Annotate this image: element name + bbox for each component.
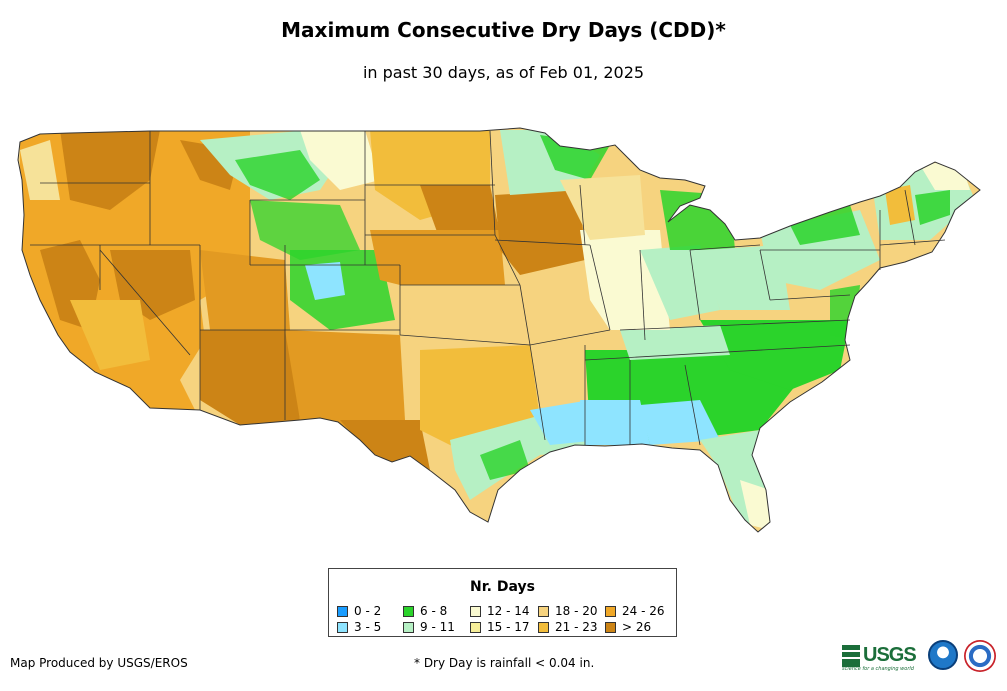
legend-label: 3 - 5 bbox=[354, 620, 382, 634]
legend-item: 18 - 20 bbox=[538, 604, 598, 618]
legend-label: 18 - 20 bbox=[555, 604, 598, 618]
legend-swatch bbox=[337, 621, 348, 633]
credit-text: Map Produced by USGS/EROS bbox=[10, 656, 188, 670]
legend-swatch bbox=[470, 621, 481, 633]
legend-item: 9 - 11 bbox=[403, 620, 455, 634]
map-title: Maximum Consecutive Dry Days (CDD)* bbox=[281, 18, 726, 42]
map-subtitle: in past 30 days, as of Feb 01, 2025 bbox=[362, 63, 645, 82]
legend: Nr. Days 0 - 2 3 - 5 6 - 8 9 - 11 12 - 1… bbox=[328, 568, 677, 637]
legend-swatch bbox=[538, 605, 549, 617]
legend-item: 3 - 5 bbox=[337, 620, 381, 634]
legend-label: 21 - 23 bbox=[555, 620, 598, 634]
legend-label: 0 - 2 bbox=[354, 604, 382, 618]
legend-item: 21 - 23 bbox=[538, 620, 598, 634]
state-boundaries bbox=[17, 127, 981, 533]
usgs-logo: USGS bbox=[842, 644, 917, 667]
footnote-text: * Dry Day is rainfall < 0.04 in. bbox=[414, 656, 595, 670]
legend-item: 24 - 26 bbox=[605, 604, 665, 618]
legend-swatch bbox=[403, 605, 414, 617]
legend-label: 6 - 8 bbox=[420, 604, 448, 618]
legend-swatch bbox=[337, 605, 348, 617]
legend-label: 9 - 11 bbox=[420, 620, 455, 634]
legend-swatch bbox=[538, 621, 549, 633]
legend-swatch bbox=[470, 605, 481, 617]
agency-logos: USGS science for a changing world bbox=[842, 640, 1002, 680]
legend-item: 15 - 17 bbox=[470, 620, 530, 634]
legend-label: 24 - 26 bbox=[622, 604, 665, 618]
legend-item: 6 - 8 bbox=[403, 604, 447, 618]
legend-title: Nr. Days bbox=[470, 579, 535, 595]
legend-item: 12 - 14 bbox=[470, 604, 530, 618]
noaa-logo-icon bbox=[928, 640, 958, 670]
usgs-logo-text: USGS bbox=[863, 644, 917, 666]
usgs-tagline: science for a changing world bbox=[842, 666, 914, 672]
legend-label: 12 - 14 bbox=[487, 604, 530, 618]
legend-label: 15 - 17 bbox=[487, 620, 530, 634]
legend-swatch bbox=[403, 621, 414, 633]
legend-swatch bbox=[605, 621, 616, 633]
legend-item: > 26 bbox=[605, 620, 651, 634]
usgs-wave-icon bbox=[842, 644, 860, 667]
legend-item: 0 - 2 bbox=[337, 604, 381, 618]
legend-label: > 26 bbox=[622, 620, 652, 634]
nws-logo-icon bbox=[964, 640, 996, 672]
cdd-fill-layer bbox=[18, 128, 980, 532]
legend-swatch bbox=[605, 605, 616, 617]
cdd-map bbox=[17, 127, 981, 533]
